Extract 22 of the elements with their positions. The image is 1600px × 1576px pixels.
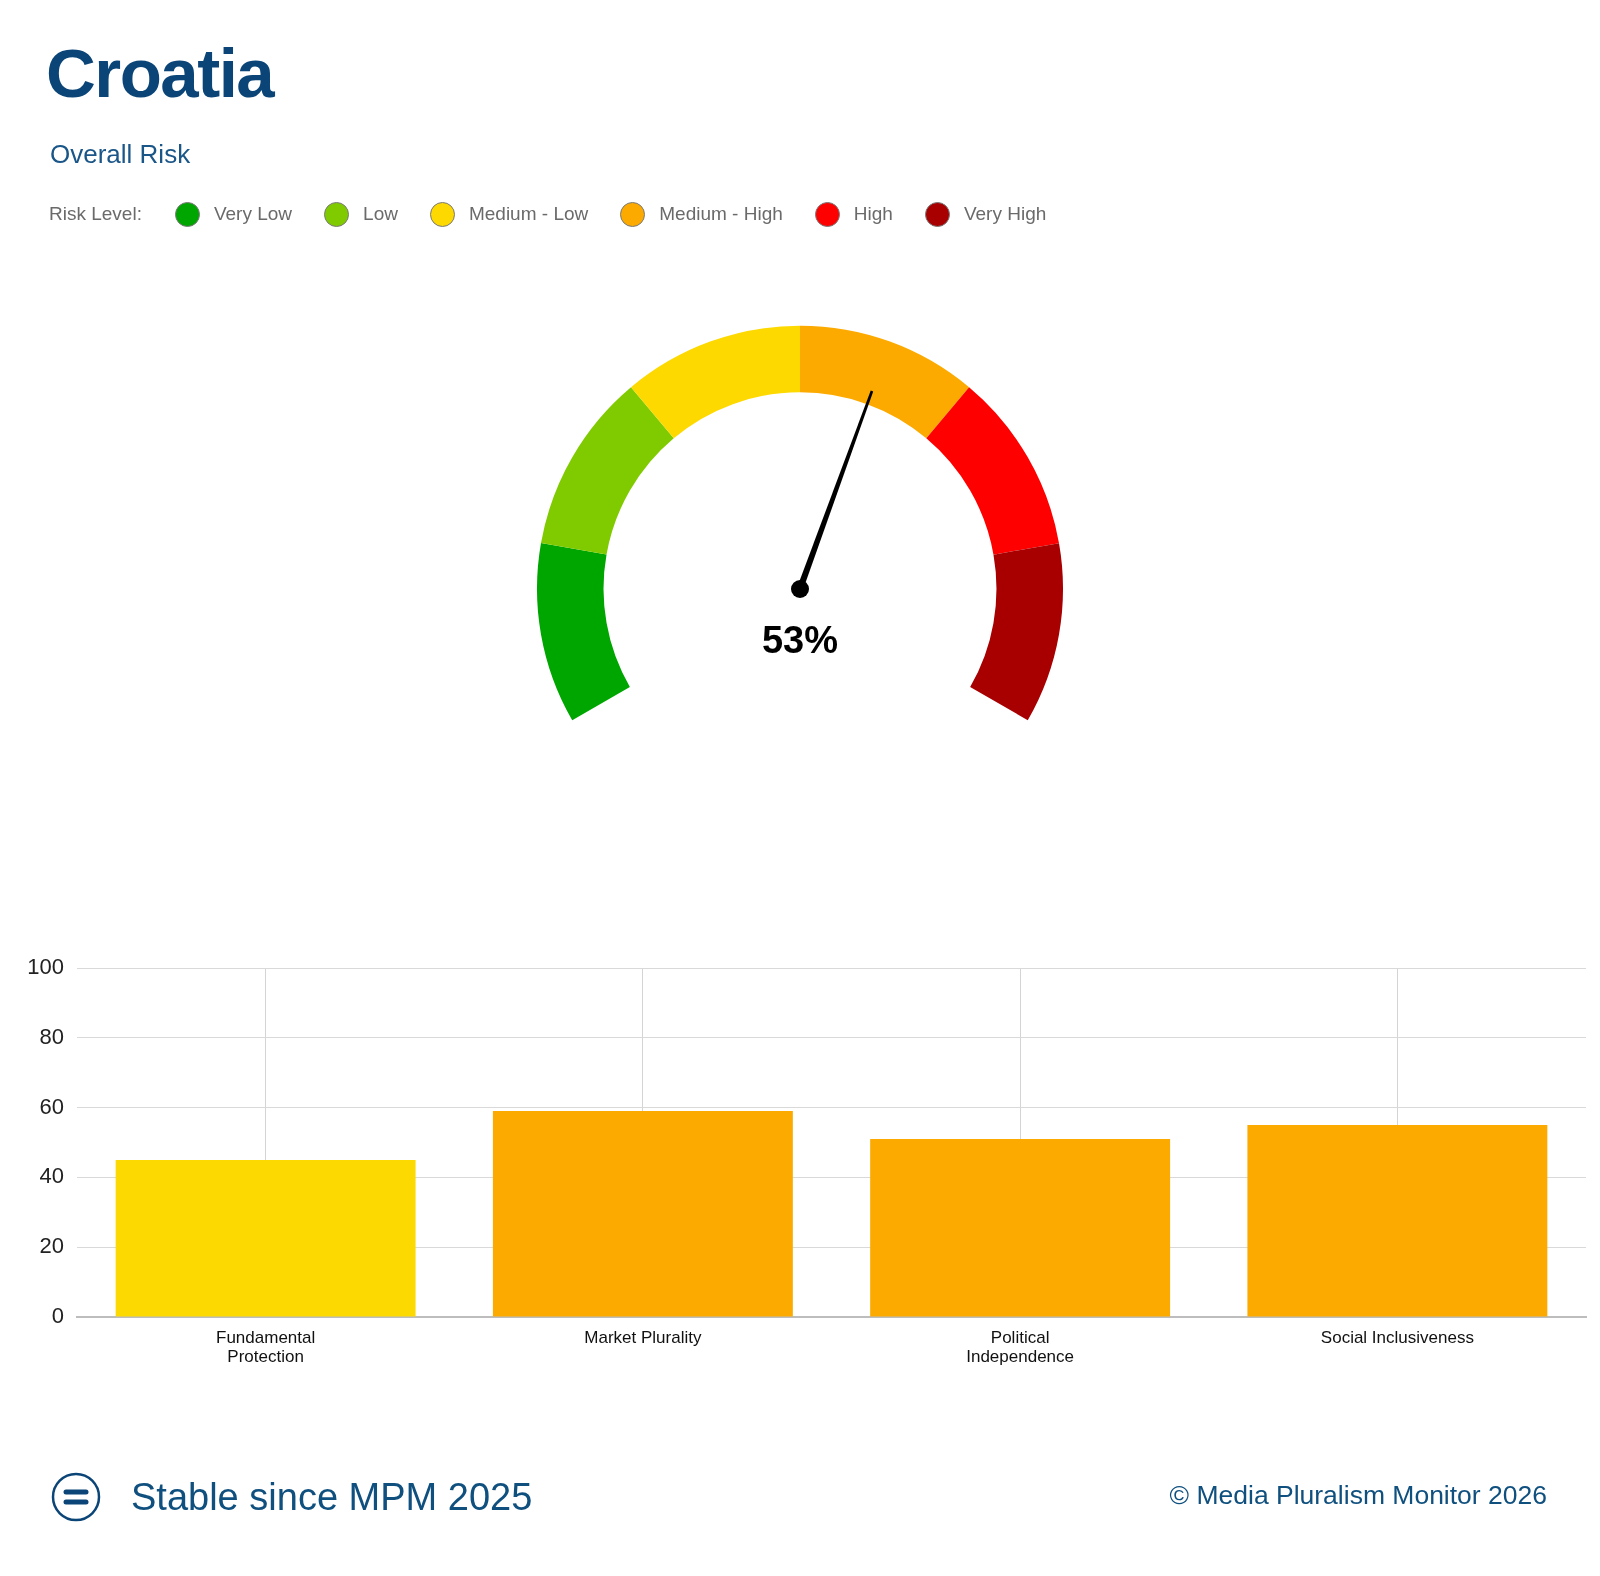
text: 53% <box>761 619 839 662</box>
legend-title: Risk Level: <box>49 203 142 225</box>
x-tick-label: Market Plurality <box>584 1328 702 1348</box>
legend-label: Very High <box>963 203 1047 225</box>
legend-label: Very Low <box>213 203 293 225</box>
legend-label: High <box>853 203 893 225</box>
legend-label: Medium - High <box>659 203 783 225</box>
legend-label: Medium - Low <box>468 203 589 225</box>
y-tick-label: 40 <box>39 1163 64 1189</box>
x-tick-label: Social Inclusiveness <box>1320 1328 1474 1348</box>
text: © Media Pluralism Monitor 2026 <box>1169 1480 1547 1510</box>
x-tick-label: Fundamental Protection <box>216 1328 316 1366</box>
y-tick-label: 60 <box>39 1093 64 1119</box>
y-tick-label: 100 <box>27 954 64 980</box>
y-tick-label: 0 <box>51 1303 64 1329</box>
y-tick-label: 80 <box>39 1023 64 1049</box>
legend-label: Low <box>363 203 398 225</box>
text: Stable since MPM 2025 <box>131 1476 533 1518</box>
y-tick-label: 20 <box>39 1233 64 1259</box>
chart-title: Croatia <box>46 35 274 112</box>
x-tick-label: Political Independence <box>966 1328 1075 1366</box>
chart-subtitle: Overall Risk <box>50 139 191 169</box>
